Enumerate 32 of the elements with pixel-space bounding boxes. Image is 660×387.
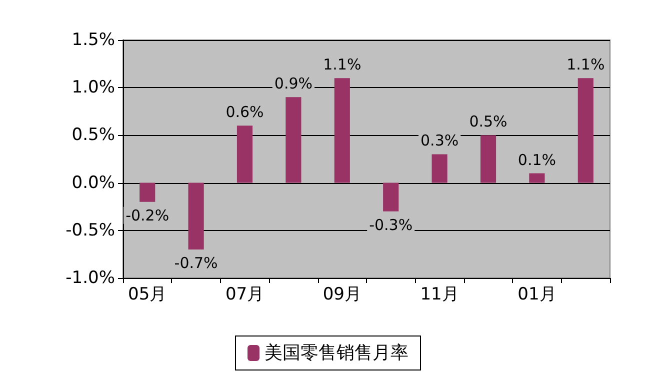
y-tick-label: -1.0% — [66, 268, 115, 288]
data-label: 1.1% — [566, 56, 605, 74]
x-tick-label: 07月 — [225, 284, 264, 304]
x-tick-label: 01月 — [518, 284, 556, 304]
x-tick-label: 09月 — [322, 284, 362, 304]
bar — [480, 135, 496, 183]
data-label: -0.3% — [369, 216, 413, 234]
bar — [578, 78, 594, 183]
data-label: 0.3% — [420, 132, 459, 150]
bar — [383, 182, 399, 212]
y-tick-label: 0.5% — [72, 125, 115, 146]
data-label: 0.9% — [274, 74, 313, 93]
y-tick-label: -0.5% — [66, 220, 115, 240]
legend-label: 美国零售销售月率 — [264, 342, 408, 364]
bar — [432, 154, 448, 183]
bar — [529, 173, 545, 183]
y-tick-label: 1.5% — [72, 30, 115, 50]
x-tick-label: 05月 — [128, 284, 167, 304]
bar — [286, 97, 302, 183]
data-label: -0.7% — [174, 254, 218, 272]
bar — [334, 78, 350, 183]
bar — [188, 182, 204, 250]
bar — [236, 126, 253, 183]
y-tick-label: 0.0% — [72, 172, 115, 193]
data-label: 1.1% — [323, 56, 362, 74]
data-label: 0.6% — [226, 103, 264, 122]
x-tick-label: 11月 — [420, 284, 459, 304]
y-tick-label: 1.0% — [72, 78, 115, 98]
data-label: -0.2% — [126, 206, 170, 224]
data-label: 0.5% — [469, 112, 508, 131]
data-label: 0.1% — [518, 150, 556, 169]
bar — [140, 182, 156, 202]
